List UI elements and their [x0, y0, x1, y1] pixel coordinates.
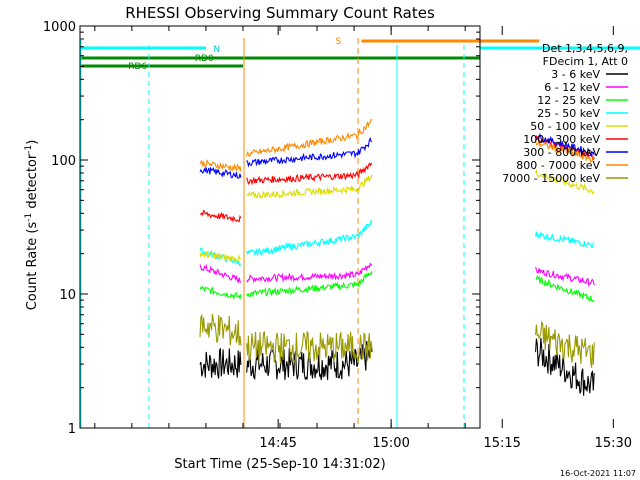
series-line-4-seg-0 — [199, 250, 242, 263]
series-line-6-seg-1 — [246, 136, 373, 168]
legend-header: FDecim 1, Att 0 — [543, 55, 628, 68]
series-line-8-seg-0 — [199, 313, 242, 346]
x-tick-label: 15:30 — [595, 436, 632, 451]
footer-date: 16-Oct-2021 11:07 — [560, 469, 636, 478]
chart-title: RHESSI Observing Summary Count Rates — [125, 4, 435, 22]
series-line-4-seg-1 — [246, 174, 373, 200]
series-line-0-seg-1 — [246, 340, 373, 381]
y-tick-label: 1 — [68, 422, 76, 437]
series-line-6-seg-0 — [199, 166, 242, 179]
legend-header: Det 1,3,4,5,6,9, — [542, 42, 628, 55]
series-line-6-seg-2 — [535, 133, 595, 158]
legend-entry-label: 300 - 800 keV — [523, 146, 600, 159]
y-axis-label-part3: ) — [25, 140, 40, 145]
rdo-label: RD0 — [195, 54, 214, 64]
series-line-1-seg-1 — [246, 262, 373, 284]
rd6-label: RD6 — [128, 62, 147, 72]
saa-label: S — [336, 37, 342, 47]
series-line-7-seg-0 — [199, 158, 242, 173]
y-axis-label-part1: Count Rate (s — [25, 222, 40, 311]
series-line-0-seg-2 — [535, 337, 595, 396]
legend-entry-label: 800 - 7000 keV — [516, 159, 600, 172]
y-tick-label: 1000 — [43, 20, 76, 35]
legend-entry-label: 100 - 300 keV — [523, 133, 600, 146]
legend-entry-label: 50 - 100 keV — [530, 120, 600, 133]
series-line-2-seg-1 — [246, 271, 373, 298]
series-line-2-seg-2 — [535, 274, 595, 303]
series-line-1-seg-2 — [535, 267, 595, 288]
night-label: N — [213, 45, 220, 55]
series-line-0-seg-0 — [199, 347, 242, 379]
series-line-3-seg-1 — [246, 219, 373, 256]
series-line-7-seg-1 — [246, 118, 373, 158]
series-line-2-seg-0 — [199, 285, 242, 301]
x-axis-label: Start Time (25-Sep-10 14:31:02) — [174, 457, 385, 472]
legend-entry-label: 3 - 6 keV — [551, 68, 600, 81]
series-line-8-seg-1 — [246, 330, 373, 365]
series-line-7-seg-2 — [535, 139, 595, 163]
x-tick-label: 15:00 — [372, 436, 409, 451]
y-axis-label-sup1: -1 — [24, 213, 34, 222]
legend-entry-label: 6 - 12 keV — [544, 81, 600, 94]
series-line-5-seg-1 — [246, 162, 373, 186]
series-line-8-seg-2 — [535, 320, 595, 368]
legend-entry-label: 12 - 25 keV — [537, 94, 600, 107]
legend: Det 1,3,4,5,6,9,FDecim 1, Att 03 - 6 keV… — [502, 42, 628, 185]
y-axis-label-part2: detector — [25, 153, 40, 213]
plot-area: N S RD0 RD6 — [80, 37, 640, 428]
y-axis-label-sup2: -1 — [24, 145, 34, 154]
x-tick-label: 15:15 — [483, 436, 520, 451]
series-line-3-seg-2 — [535, 231, 595, 249]
series-line-1-seg-0 — [199, 263, 242, 283]
y-tick-label: 10 — [59, 288, 76, 303]
legend-entry-label: 25 - 50 keV — [537, 107, 600, 120]
y-tick-label: 100 — [51, 154, 76, 169]
series-line-5-seg-0 — [199, 209, 242, 224]
x-tick-label: 14:45 — [259, 436, 296, 451]
series-line-4-seg-2 — [535, 168, 595, 195]
y-axis-label: Count Rate (s-1 detector-1) — [24, 140, 40, 311]
legend-entry-label: 7000 - 15000 keV — [502, 172, 600, 185]
